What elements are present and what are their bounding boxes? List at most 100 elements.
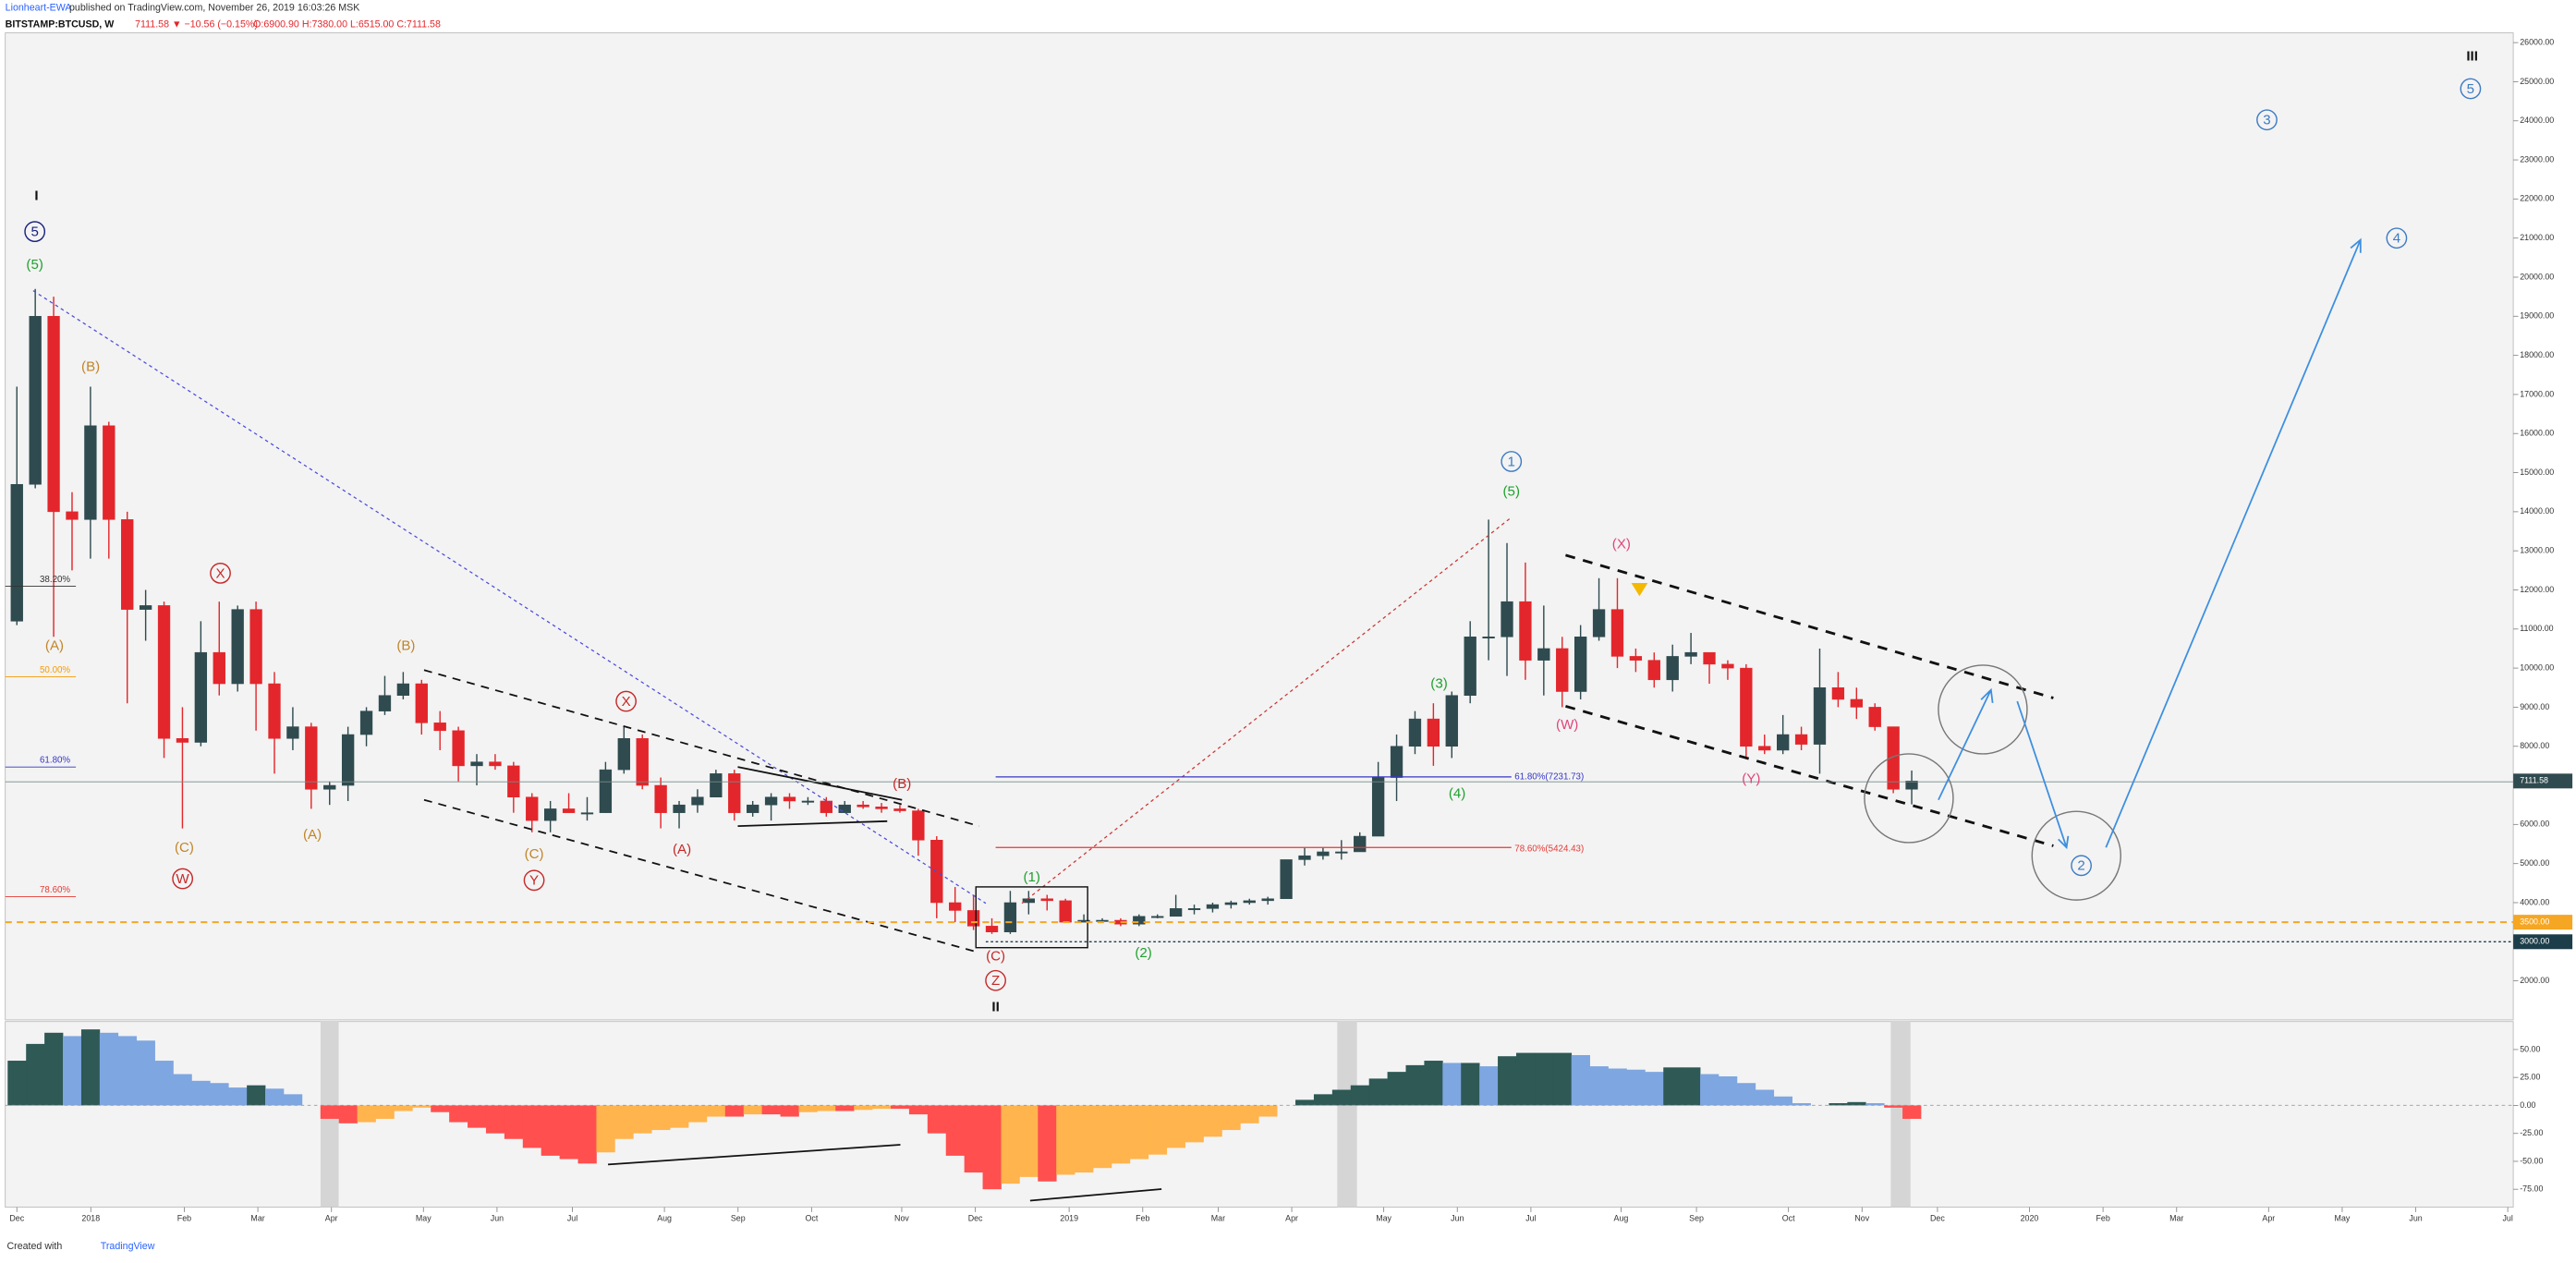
- osc-bar: [687, 1105, 708, 1123]
- candle-body: [341, 734, 355, 786]
- y-tick-label: 21000.00: [2520, 233, 2554, 242]
- wave-label: (Y): [1742, 771, 1760, 786]
- y-tick-label: 2000.00: [2520, 976, 2549, 985]
- osc-bar: [1019, 1105, 1039, 1177]
- candle-body: [249, 609, 262, 685]
- x-tick-label: Nov: [894, 1213, 909, 1222]
- candle-body: [1831, 686, 1845, 700]
- osc-bar: [26, 1043, 45, 1106]
- osc-tick-label: 0.00: [2520, 1100, 2535, 1110]
- osc-bar: [1387, 1072, 1406, 1106]
- candle-body: [359, 710, 373, 735]
- candle-body: [1850, 698, 1863, 708]
- candle-body: [1408, 718, 1422, 747]
- x-tick-label: Nov: [1854, 1213, 1869, 1222]
- candle-body: [103, 425, 115, 520]
- osc-bar: [1295, 1099, 1315, 1106]
- osc-tick-label: -75.00: [2520, 1184, 2543, 1194]
- candle-body: [783, 796, 796, 802]
- osc-bar: [1865, 1103, 1885, 1106]
- osc-bar: [1700, 1074, 1719, 1106]
- osc-bar: [1368, 1078, 1388, 1106]
- x-tick-label: Apr: [1285, 1213, 1298, 1222]
- candle-body: [1482, 636, 1495, 638]
- wave-label: X: [622, 694, 631, 710]
- osc-bar: [743, 1105, 762, 1115]
- candle-body: [893, 808, 906, 811]
- osc-bar: [1534, 1052, 1554, 1106]
- osc-bar: [1515, 1052, 1536, 1106]
- fib-left-label: 78.60%: [40, 885, 70, 895]
- wave-circle: [2256, 109, 2278, 131]
- x-tick-label: Feb: [2096, 1213, 2109, 1222]
- candle-body: [1610, 609, 1624, 657]
- osc-bar: [1258, 1105, 1278, 1117]
- osc-bar: [541, 1105, 560, 1156]
- candle-body: [580, 812, 594, 815]
- candle-body: [1317, 851, 1330, 856]
- candle-body: [433, 723, 446, 732]
- y-tick-label: 18000.00: [2520, 350, 2554, 359]
- x-tick-label: May: [2335, 1213, 2351, 1222]
- osc-bar: [63, 1036, 82, 1106]
- osc-bar: [1075, 1105, 1094, 1173]
- y-tick-label: 15000.00: [2520, 468, 2554, 477]
- wave-circle: [2071, 855, 2092, 877]
- osc-bar: [1001, 1105, 1020, 1184]
- osc-bar: [559, 1105, 578, 1160]
- candle-body: [470, 761, 483, 767]
- candle-body: [1794, 734, 1808, 745]
- osc-bar: [44, 1032, 64, 1106]
- x-tick-label: Feb: [1136, 1213, 1149, 1222]
- wave-circle: [172, 868, 194, 890]
- osc-bar: [908, 1105, 929, 1115]
- osc-bar: [964, 1105, 983, 1173]
- author[interactable]: Lionheart-EWA: [6, 3, 73, 14]
- x-tick-label: Mar: [2169, 1213, 2183, 1222]
- candle-body: [1537, 648, 1550, 661]
- wave-label: (X): [1612, 536, 1631, 552]
- wave-label: 2: [2077, 858, 2084, 874]
- y-tick-label: 6000.00: [2520, 820, 2549, 829]
- wave-label: Y: [529, 873, 539, 889]
- candle-body: [1684, 651, 1697, 657]
- x-tick-label: Oct: [1782, 1213, 1795, 1222]
- wave-label: (A): [673, 842, 691, 857]
- candle-body: [1187, 908, 1201, 911]
- osc-bar: [504, 1105, 524, 1139]
- osc-bar: [449, 1105, 468, 1123]
- osc-bar: [1461, 1063, 1480, 1106]
- osc-bar: [394, 1105, 413, 1111]
- x-tick-label: 2020: [2021, 1213, 2039, 1222]
- osc-bar: [228, 1087, 248, 1106]
- footer-brand[interactable]: TradingView: [101, 1241, 155, 1252]
- osc-bar: [1111, 1105, 1131, 1164]
- osc-bar: [485, 1105, 505, 1134]
- osc-bar: [1350, 1085, 1370, 1106]
- osc-bar: [431, 1105, 450, 1112]
- wave-label: (C): [986, 948, 1005, 964]
- osc-bar: [596, 1105, 615, 1153]
- footer-created: Created with: [6, 1241, 62, 1252]
- candle-body: [636, 738, 649, 786]
- candle-body: [66, 511, 79, 520]
- candle-body: [10, 483, 23, 622]
- wave-circle: [2386, 227, 2408, 249]
- published: published on TradingView.com, November 2…: [69, 3, 359, 14]
- y-tick-label: 11000.00: [2520, 624, 2553, 633]
- osc-bar: [1847, 1101, 1866, 1106]
- fib-left-label: 38.20%: [40, 575, 70, 585]
- candle-body: [194, 651, 208, 743]
- level-tag: [2513, 915, 2573, 930]
- osc-bar: [1038, 1105, 1057, 1182]
- osc-bar: [1479, 1066, 1499, 1106]
- osc-bar: [338, 1105, 358, 1123]
- oscillator: [7, 1029, 1922, 1190]
- candle-body: [47, 316, 60, 513]
- wave-circle: [1501, 451, 1523, 472]
- osc-bar: [1902, 1105, 1922, 1119]
- osc-bar: [706, 1105, 726, 1117]
- y-tick-label: 26000.00: [2520, 37, 2554, 46]
- osc-bar: [854, 1105, 873, 1111]
